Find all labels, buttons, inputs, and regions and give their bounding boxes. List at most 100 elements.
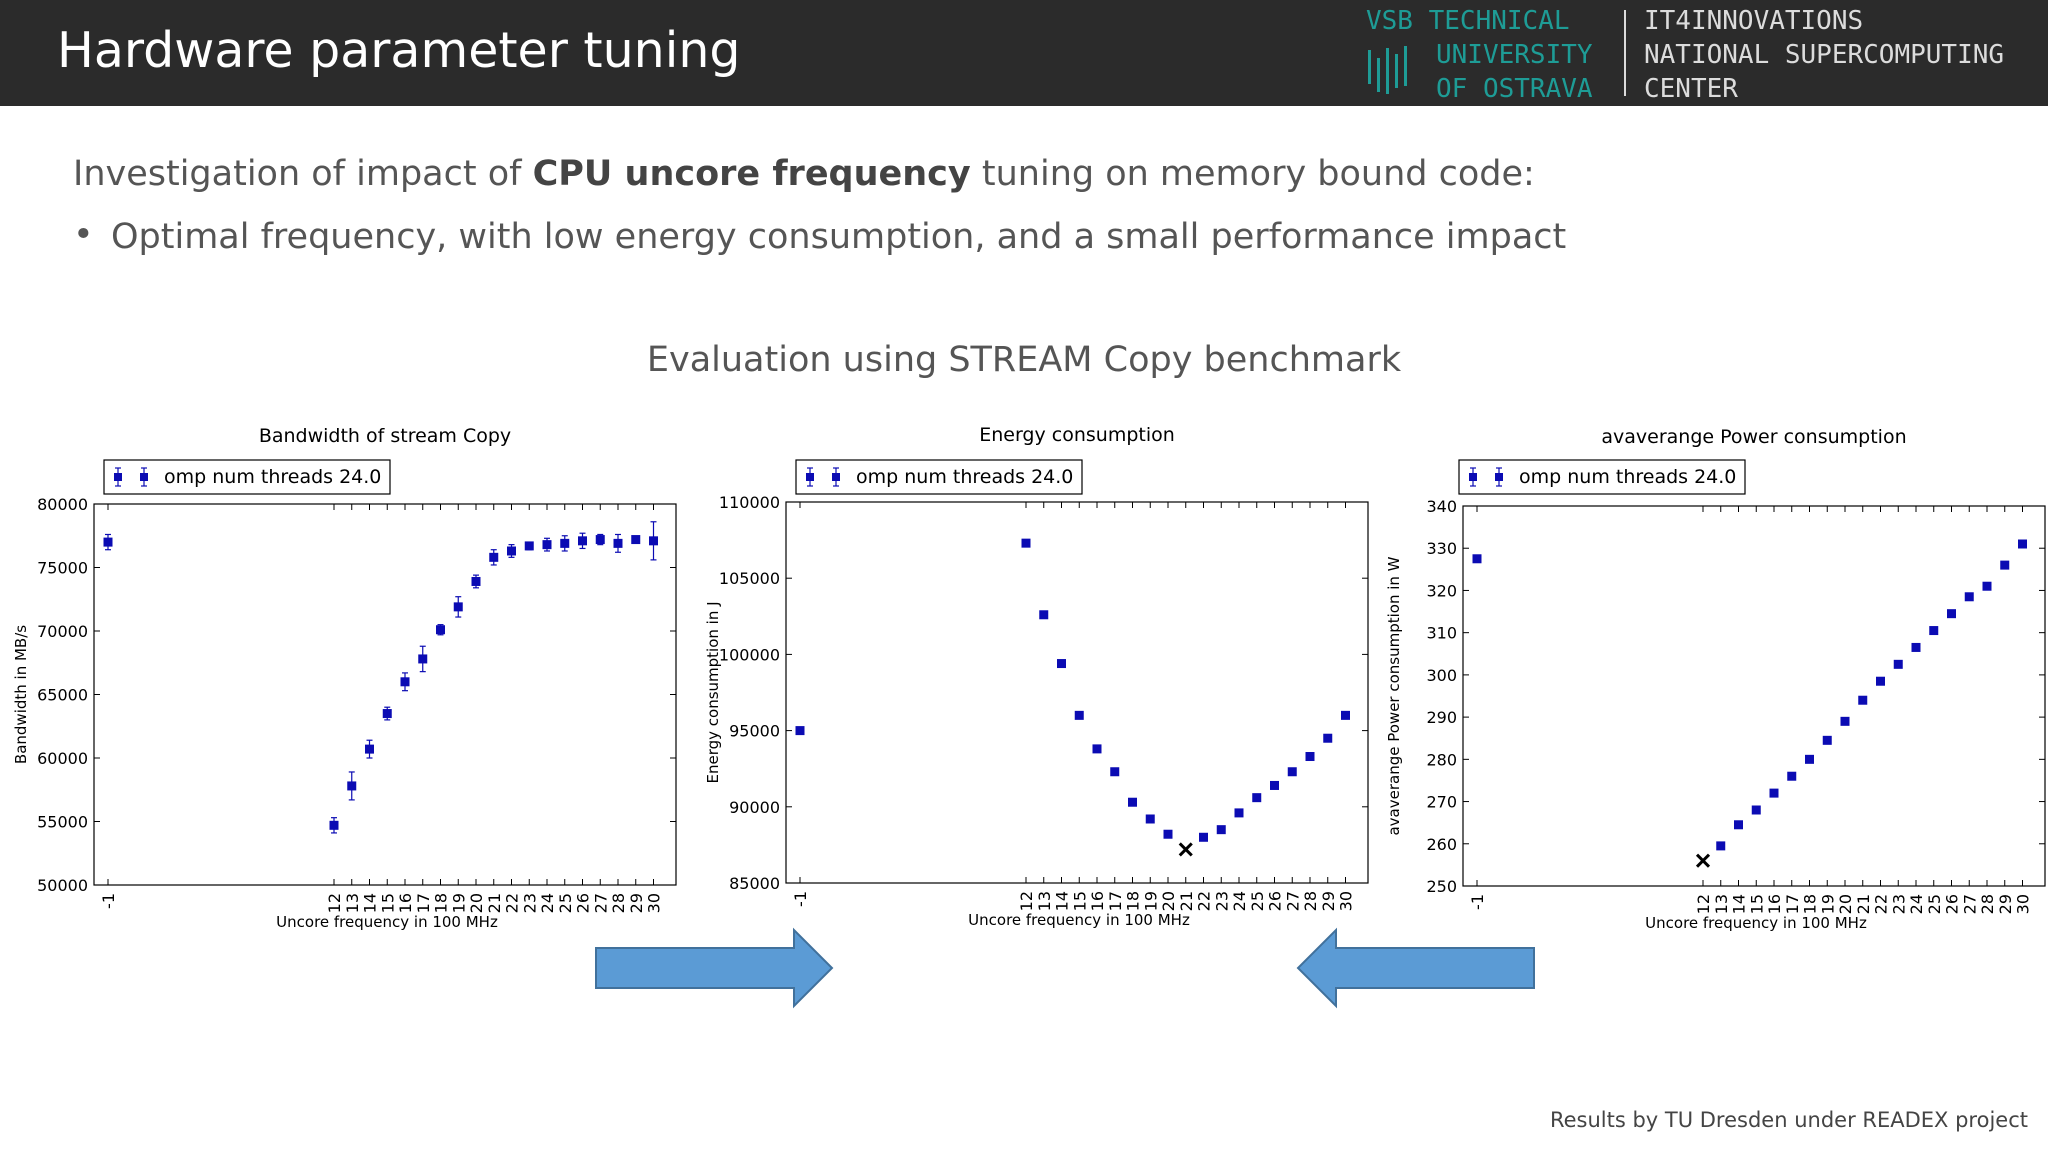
x-tick-label: 18 <box>1801 894 1820 914</box>
legend-label: omp num threads 24.0 <box>856 466 1073 488</box>
data-point <box>329 820 339 830</box>
data-point <box>1216 825 1226 835</box>
x-tick-label: 12 <box>1694 894 1713 914</box>
data-point <box>1110 767 1120 777</box>
chart-legend: omp num threads 24.0 <box>103 459 391 495</box>
data-point <box>1323 733 1333 743</box>
data-point <box>1947 609 1956 619</box>
data-point <box>1876 676 1885 686</box>
x-tick-label: 22 <box>1872 894 1891 914</box>
x-tick-label: 16 <box>1765 894 1784 914</box>
data-point <box>1472 554 1482 564</box>
data-point <box>453 602 463 612</box>
y-tick-label: 55000 <box>37 813 88 832</box>
data-point <box>1982 581 1992 591</box>
chart-legend: omp num threads 24.0 <box>1458 459 1746 495</box>
x-tick-label: 17 <box>1106 891 1125 911</box>
data-point <box>1822 735 1832 745</box>
data-point <box>2018 539 2027 549</box>
x-tick-label: 16 <box>396 893 415 913</box>
data-point <box>1145 814 1155 824</box>
x-tick-label: 27 <box>591 893 610 913</box>
y-tick-label: 75000 <box>37 559 88 578</box>
legend-marker <box>114 473 122 481</box>
legend-box <box>103 459 391 495</box>
x-tick-label: 21 <box>1177 891 1196 911</box>
x-tick-label: 21 <box>485 893 504 913</box>
y-axis-label: avaverange Power consumption in W <box>1385 556 1403 835</box>
y-tick-label: 110000 <box>719 493 780 512</box>
x-tick-label: 13 <box>343 893 362 913</box>
y-tick-label: 70000 <box>37 622 88 641</box>
data-point <box>1234 808 1244 818</box>
x-tick-label: 24 <box>1907 894 1926 914</box>
x-tick-label: 26 <box>574 893 593 913</box>
x-tick-label: 17 <box>414 893 433 913</box>
x-tick-label: 23 <box>1889 894 1908 914</box>
chart-legend: omp num threads 24.0 <box>795 459 1083 495</box>
x-tick-label: 30 <box>645 893 664 913</box>
data-point <box>489 552 499 562</box>
logo-separator <box>1624 10 1626 96</box>
y-tick-label: 90000 <box>729 798 780 817</box>
y-tick-label: 250 <box>1426 877 1457 896</box>
x-tick-label: 15 <box>1747 894 1766 914</box>
x-tick-label: 13 <box>1712 894 1731 914</box>
legend-label: omp num threads 24.0 <box>1519 466 1736 488</box>
data-point <box>1287 767 1297 777</box>
data-point <box>1858 695 1868 705</box>
y-tick-label: 330 <box>1426 539 1457 558</box>
slide-title: Hardware parameter tuning <box>57 22 741 79</box>
x-tick-label: 19 <box>1818 894 1837 914</box>
credit-text: Results by TU Dresden under READEX proje… <box>1549 1108 2028 1132</box>
x-tick-label: 30 <box>2014 894 2033 914</box>
data-point <box>1057 659 1066 669</box>
plot-area <box>785 501 1369 884</box>
x-tick-label: -1 <box>791 891 810 907</box>
data-point <box>1074 710 1084 720</box>
data-point <box>578 536 587 546</box>
legend-marker <box>806 473 814 481</box>
x-tick-label: 20 <box>1836 894 1855 914</box>
x-tick-label: 19 <box>449 893 468 913</box>
data-point <box>1163 829 1173 839</box>
x-tick-label: 26 <box>1943 894 1962 914</box>
data-point <box>1893 659 1903 669</box>
legend-marker <box>832 473 840 481</box>
data-point <box>542 540 552 550</box>
x-tick-label: 30 <box>1337 891 1356 911</box>
right-arrow-icon <box>595 927 834 1009</box>
x-tick-label: 29 <box>1996 894 2015 914</box>
y-tick-label: 65000 <box>37 686 88 705</box>
left-arrow-icon <box>1296 927 1535 1009</box>
data-point <box>795 726 805 736</box>
x-tick-label: 12 <box>1017 891 1036 911</box>
x-axis-label: Uncore frequency in 100 MHz <box>968 911 1190 929</box>
chart-title: Bandwidth of stream Copy <box>259 425 511 447</box>
x-tick-label: 12 <box>325 893 344 913</box>
chart-title: avaverange Power consumption <box>1601 426 1906 448</box>
x-tick-label: 28 <box>1301 891 1320 911</box>
x-tick-label: 17 <box>1783 894 1802 914</box>
data-point <box>471 576 481 586</box>
intro-prefix: Investigation of impact of <box>73 154 533 194</box>
it4i-logo-line-1: IT4INNOVATIONS <box>1644 6 1864 36</box>
legend-label: omp num threads 24.0 <box>164 466 381 488</box>
data-point <box>1252 793 1262 803</box>
x-tick-label: 14 <box>361 893 380 913</box>
data-point <box>1716 841 1726 851</box>
data-point <box>1199 832 1208 842</box>
y-axis-label: Bandwidth in MB/s <box>12 625 30 764</box>
intro-suffix: tuning on memory bound code: <box>970 154 1535 194</box>
y-tick-label: 280 <box>1426 750 1457 769</box>
x-tick-label: 20 <box>467 893 486 913</box>
x-tick-label: -1 <box>99 893 118 909</box>
x-tick-label: 26 <box>1266 891 1285 911</box>
legend-box <box>1458 459 1746 495</box>
legend-marker <box>1469 473 1477 481</box>
x-tick-label: 27 <box>1960 894 1979 914</box>
y-tick-label: 50000 <box>37 876 88 895</box>
chart-title: Energy consumption <box>979 424 1175 446</box>
data-point <box>524 541 534 551</box>
